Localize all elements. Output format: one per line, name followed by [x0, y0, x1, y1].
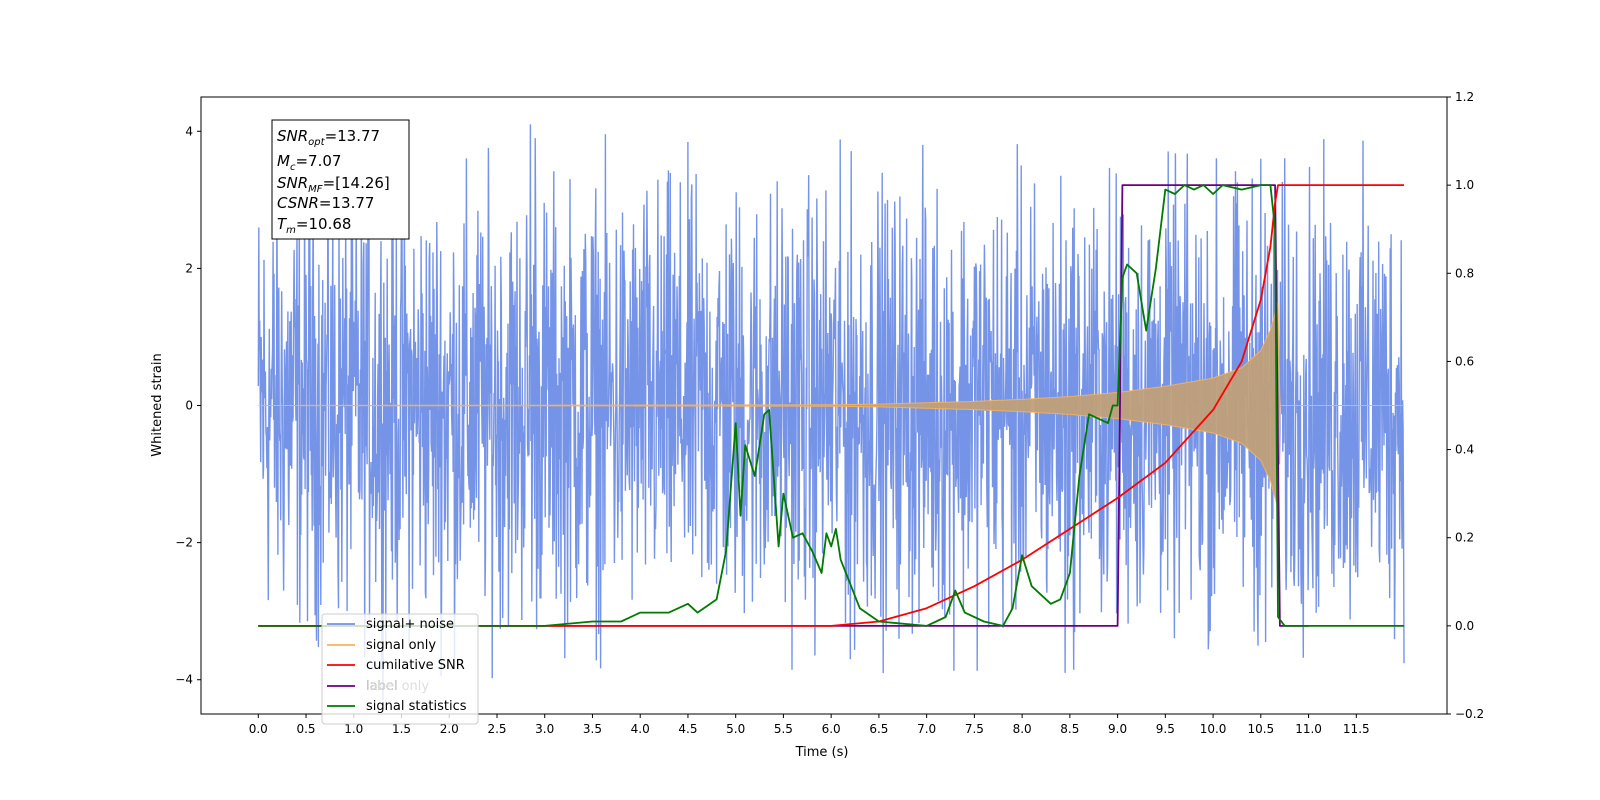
x-tick-label: 10.5	[1247, 722, 1274, 736]
x-tick-label: 7.5	[965, 722, 984, 736]
legend-label: signal statistics	[366, 699, 467, 714]
signal-only-fill	[258, 302, 1404, 509]
legend-label: signal+ noise	[366, 617, 454, 632]
x-tick-label: 10.0	[1200, 722, 1227, 736]
x-tick-label: 2.0	[440, 722, 459, 736]
x-tick-label: 1.0	[344, 722, 363, 736]
y2-tick-label: 1.2	[1455, 90, 1474, 104]
legend: signal+ noise signal only cumilative SNR la…	[321, 613, 479, 725]
x-tick-label: 7.0	[917, 722, 936, 736]
x-tick-label: 8.0	[1013, 722, 1032, 736]
snr-opt-text: SNRopt=13.77	[277, 127, 380, 148]
legend-label-label-only: label only	[366, 679, 429, 694]
x-tick-label: 4.5	[678, 722, 697, 736]
tm-text: Tm=10.68	[277, 215, 351, 236]
x-tick-label: 1.5	[392, 722, 411, 736]
y-axis-label: Whitened strain	[150, 353, 165, 456]
y-tick-label: 2	[185, 261, 193, 275]
x-tick-label: 9.0	[1108, 722, 1127, 736]
mc-text: Mc=7.07	[277, 152, 341, 173]
x-tick-label: 3.5	[583, 722, 602, 736]
signal-noise-line	[257, 123, 1405, 701]
x-tick-label: 9.5	[1156, 722, 1175, 736]
legend-label: cumilative SNR	[366, 658, 465, 673]
annotation-box: SNRopt=13.77 Mc=7.07 SNRMF=[14.26] CSNR=…	[271, 119, 410, 240]
y2-tick-label: 0.6	[1455, 354, 1474, 368]
signal-only-trace	[258, 302, 1404, 509]
x-tick-label: 11.0	[1295, 722, 1322, 736]
y-tick-label: −4	[175, 673, 193, 687]
cumilative-snr-line	[258, 184, 1404, 627]
csnr-text: CSNR=13.77	[277, 194, 374, 212]
x-tick-label: 8.5	[1060, 722, 1079, 736]
legend-label: label	[366, 679, 397, 694]
x-tick-label: 3.0	[535, 722, 554, 736]
y2-tick-label: −0.2	[1455, 707, 1484, 721]
signal-statistics-line	[258, 184, 1404, 627]
y-axis-ticks: −4 −2 0 2 4	[175, 124, 201, 687]
x-tick-label: 6.0	[822, 722, 841, 736]
right-axis-series	[258, 184, 1404, 627]
y2-axis-ticks: −0.2 0.0 0.2 0.4 0.6 0.8 1.0 1.2	[1447, 90, 1484, 721]
x-tick-label: 4.0	[631, 722, 650, 736]
y2-tick-label: 1.0	[1455, 178, 1474, 192]
x-axis-ticks: 0.0 0.5 1.0 1.5 2.0 2.5 3.0 3.5 4.0 4.5 5.0 5.5 6.0 6…	[249, 714, 1370, 736]
snr-mf-text: SNRMF=[14.26]	[277, 174, 390, 195]
y2-tick-label: 0.0	[1455, 619, 1474, 633]
x-tick-label: 2.5	[487, 722, 506, 736]
y-tick-label: −2	[175, 536, 193, 550]
x-tick-label: 5.5	[774, 722, 793, 736]
x-tick-label: 6.5	[869, 722, 888, 736]
y2-tick-label: 0.2	[1455, 531, 1474, 545]
y-tick-label: 4	[185, 124, 193, 138]
x-tick-label: 0.0	[249, 722, 268, 736]
x-axis-label: Time (s)	[795, 745, 849, 760]
y2-tick-label: 0.8	[1455, 266, 1474, 280]
y2-tick-label: 0.4	[1455, 443, 1474, 457]
signal-noise-trace	[257, 123, 1405, 701]
y-tick-label: 0	[185, 399, 193, 413]
x-tick-label: 5.0	[726, 722, 745, 736]
legend-label: signal only	[366, 638, 436, 653]
x-tick-label: 11.5	[1343, 722, 1370, 736]
x-tick-label: 0.5	[296, 722, 315, 736]
